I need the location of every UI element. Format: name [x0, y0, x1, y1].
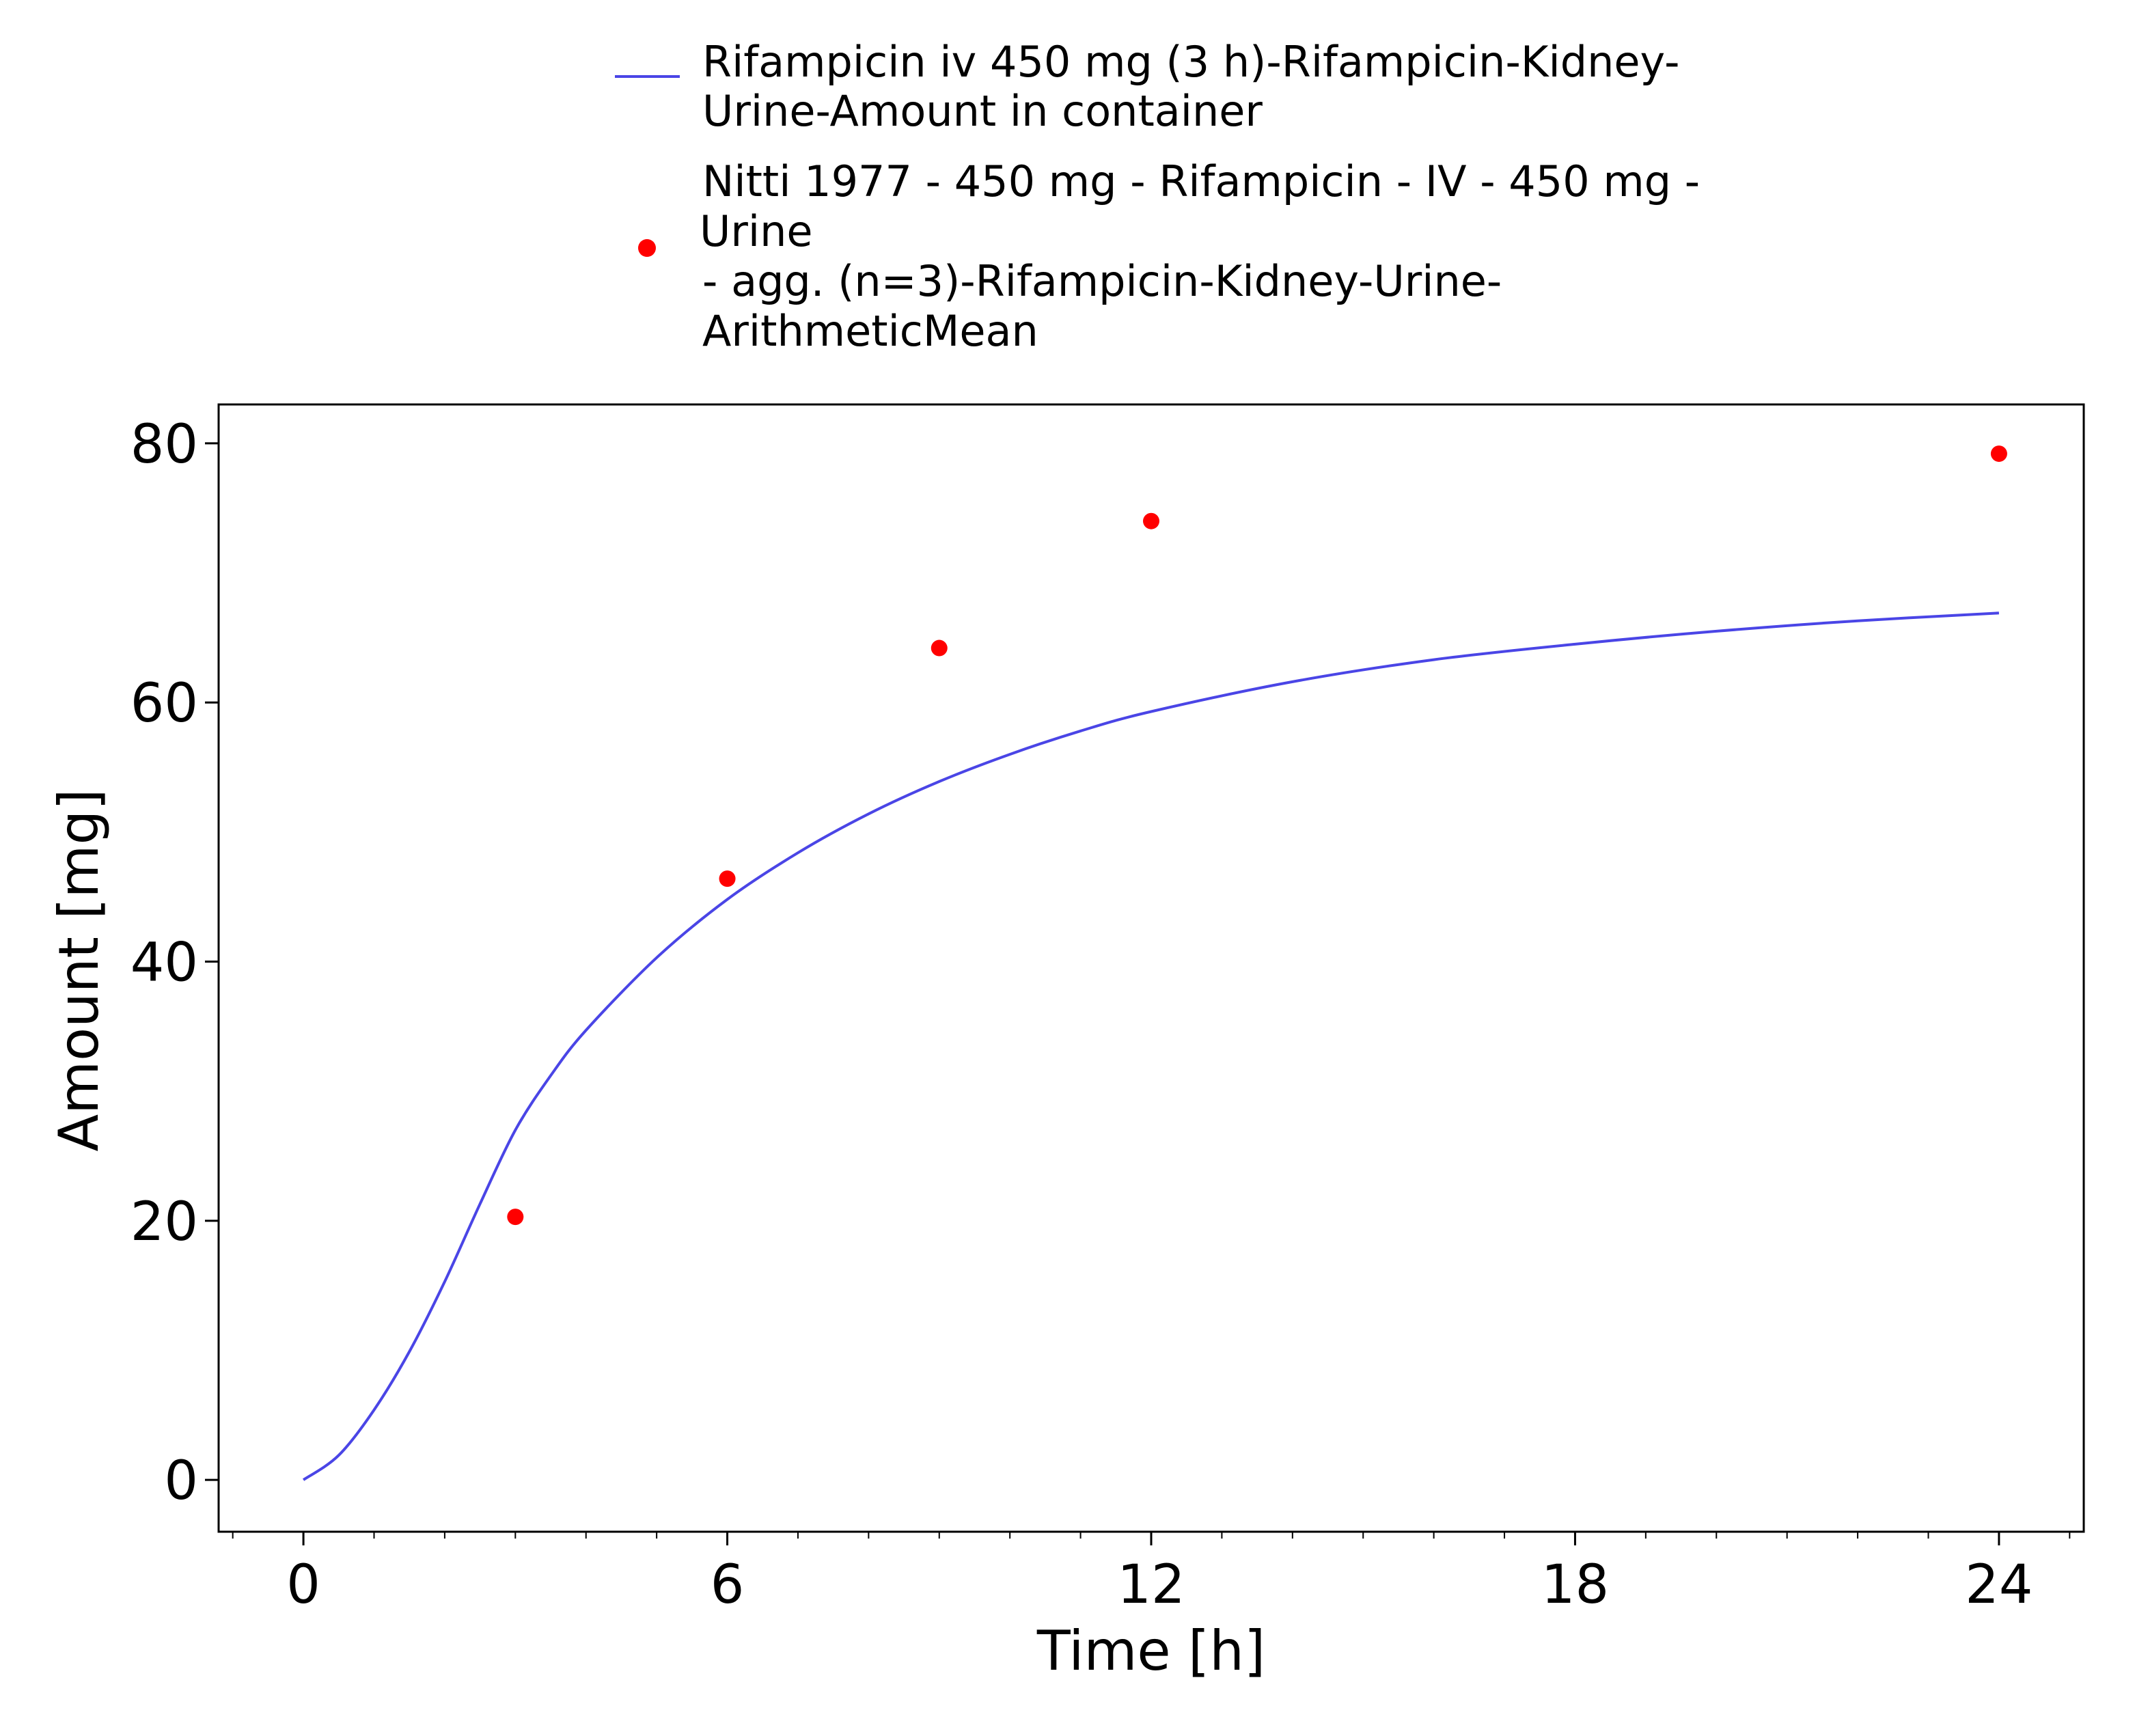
x-tick-label: 24 [1965, 1554, 2033, 1616]
legend: Rifampicin iv 450 mg (3 h)-Rifampicin-Ki… [615, 37, 1700, 356]
legend-entry-line-2: Urine-Amount in container [702, 86, 1263, 136]
observed-data-point [931, 639, 948, 657]
y-axis-ticks: 0 20 40 60 80 [130, 414, 219, 1512]
legend-entry-line-1: Rifampicin iv 450 mg (3 h)-Rifampicin-Ki… [702, 37, 1679, 87]
y-tick-label: 80 [130, 414, 198, 476]
observed-data-point [719, 870, 736, 887]
legend-entry-scatter-1: Nitti 1977 - 450 mg - Rifampicin - IV - … [702, 156, 1700, 206]
x-tick-label: 18 [1541, 1554, 1609, 1616]
x-tick-label: 6 [711, 1554, 745, 1616]
y-tick-label: 60 [130, 673, 198, 734]
legend-scatter-swatch [638, 239, 656, 257]
y-tick-label: 40 [130, 933, 198, 994]
legend-entry-scatter-3: - agg. (n=3)-Rifampicin-Kidney-Urine- [702, 256, 1502, 306]
observed-data-point [1143, 512, 1159, 529]
y-tick-label: 20 [130, 1191, 198, 1253]
y-tick-label: 0 [164, 1450, 198, 1512]
x-axis-title: Time [h] [1036, 1619, 1265, 1683]
legend-entry-scatter-4: ArithmeticMean [702, 306, 1038, 356]
plot-area-frame [217, 403, 2085, 1533]
observed-data-point [507, 1209, 524, 1226]
x-tick-label: 0 [286, 1554, 320, 1616]
x-axis-ticks: 0 6 12 18 24 [232, 1532, 2071, 1616]
x-tick-label: 12 [1117, 1554, 1185, 1616]
observed-data-point [1990, 445, 2007, 463]
y-axis-title: Amount [mg] [47, 789, 111, 1152]
series-layer [302, 445, 2007, 1481]
simulation-line [302, 611, 2000, 1481]
legend-entry-scatter-2: Urine [700, 206, 813, 256]
